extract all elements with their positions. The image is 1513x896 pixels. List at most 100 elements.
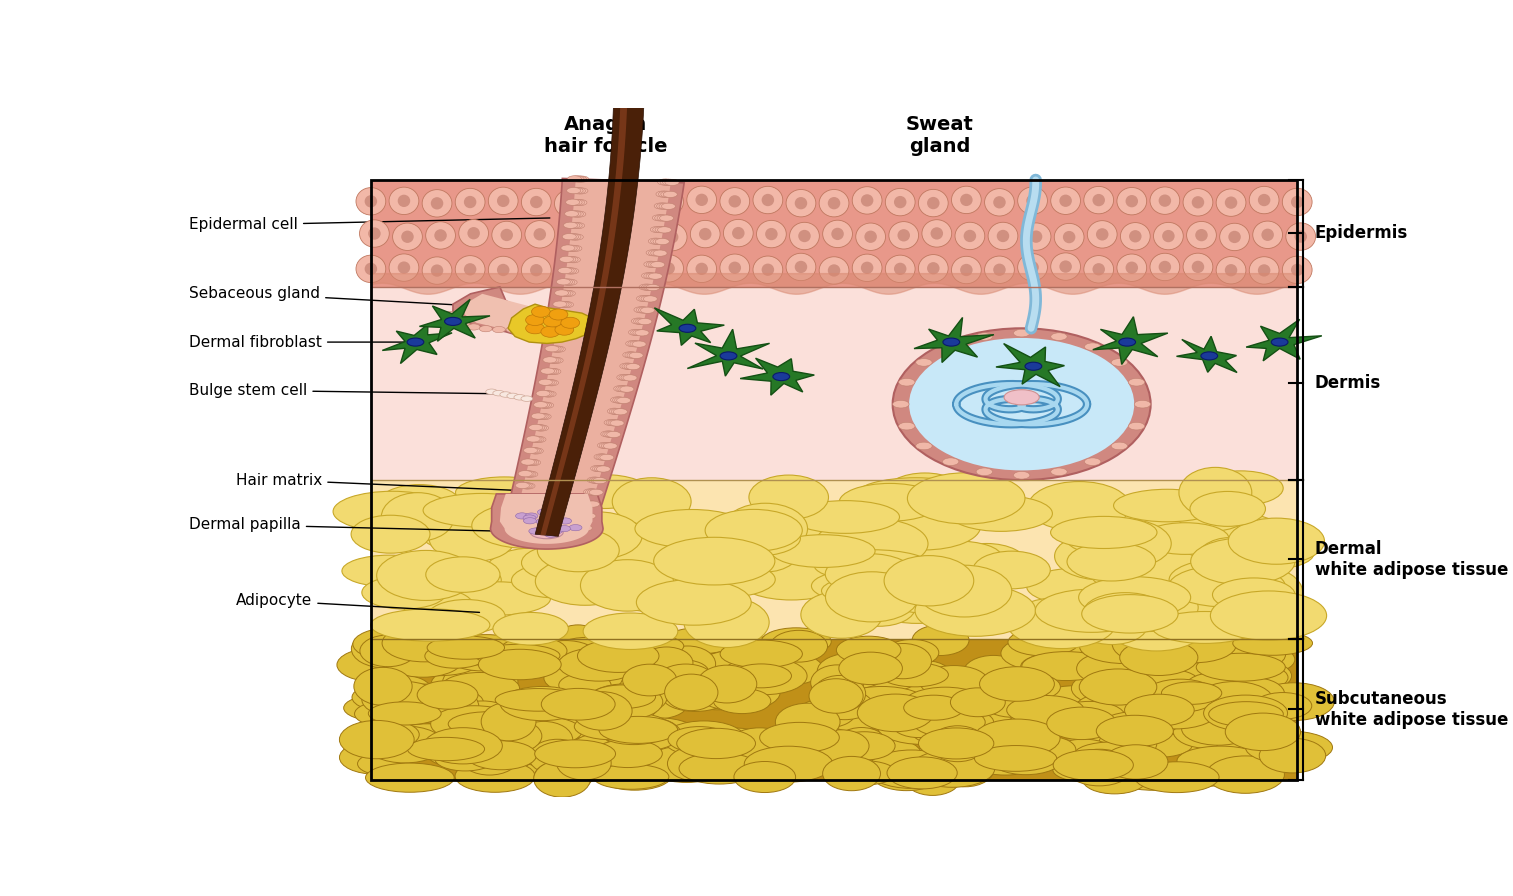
Ellipse shape [445, 638, 519, 671]
Ellipse shape [446, 582, 551, 616]
Ellipse shape [903, 695, 964, 720]
Ellipse shape [587, 255, 617, 283]
Ellipse shape [654, 538, 775, 585]
Ellipse shape [858, 573, 977, 624]
Ellipse shape [761, 263, 775, 276]
Ellipse shape [546, 368, 561, 375]
Ellipse shape [508, 519, 523, 524]
Ellipse shape [843, 590, 915, 626]
Ellipse shape [885, 640, 938, 666]
Ellipse shape [649, 250, 663, 256]
Ellipse shape [1135, 401, 1150, 408]
Ellipse shape [563, 245, 578, 251]
Ellipse shape [610, 420, 623, 426]
Ellipse shape [1050, 187, 1080, 214]
Ellipse shape [660, 646, 716, 682]
Ellipse shape [952, 186, 982, 213]
Ellipse shape [570, 222, 584, 228]
Ellipse shape [558, 673, 611, 697]
Ellipse shape [652, 215, 666, 221]
Ellipse shape [1213, 737, 1266, 771]
Circle shape [525, 323, 545, 334]
Ellipse shape [534, 228, 546, 240]
Ellipse shape [365, 263, 377, 275]
Ellipse shape [579, 501, 595, 507]
Ellipse shape [555, 313, 569, 319]
Ellipse shape [605, 431, 619, 437]
Ellipse shape [663, 682, 729, 711]
Ellipse shape [548, 334, 561, 340]
Ellipse shape [549, 323, 563, 330]
Ellipse shape [1117, 187, 1147, 215]
Text: Epidermal cell: Epidermal cell [189, 218, 549, 232]
Ellipse shape [1111, 442, 1127, 450]
Ellipse shape [339, 741, 412, 774]
Ellipse shape [537, 522, 551, 529]
Ellipse shape [637, 296, 651, 302]
Ellipse shape [1219, 659, 1292, 692]
Ellipse shape [517, 483, 531, 488]
Ellipse shape [856, 223, 885, 251]
Ellipse shape [353, 627, 436, 661]
Ellipse shape [994, 739, 1052, 762]
Ellipse shape [794, 197, 808, 210]
Polygon shape [687, 329, 770, 376]
Ellipse shape [539, 391, 552, 397]
Ellipse shape [809, 679, 862, 713]
Ellipse shape [635, 318, 649, 324]
Ellipse shape [602, 431, 617, 437]
Ellipse shape [377, 485, 461, 525]
Ellipse shape [1162, 720, 1229, 745]
Ellipse shape [371, 685, 448, 708]
Ellipse shape [545, 525, 625, 573]
Ellipse shape [1227, 731, 1298, 758]
Ellipse shape [661, 191, 675, 197]
Polygon shape [508, 304, 598, 343]
Ellipse shape [366, 763, 454, 792]
Ellipse shape [377, 550, 475, 600]
Ellipse shape [1226, 713, 1301, 751]
Ellipse shape [623, 375, 637, 381]
Ellipse shape [401, 230, 413, 243]
Ellipse shape [1118, 338, 1136, 346]
Ellipse shape [1059, 194, 1071, 207]
Ellipse shape [592, 220, 620, 248]
Ellipse shape [578, 525, 592, 531]
Ellipse shape [1271, 338, 1288, 346]
Ellipse shape [431, 264, 443, 277]
Ellipse shape [1120, 640, 1198, 676]
Ellipse shape [909, 711, 977, 745]
Ellipse shape [575, 176, 589, 182]
Ellipse shape [943, 458, 959, 465]
Ellipse shape [452, 701, 513, 729]
Ellipse shape [684, 597, 769, 648]
Ellipse shape [1085, 458, 1101, 465]
Ellipse shape [537, 529, 619, 572]
Ellipse shape [952, 256, 982, 284]
Ellipse shape [702, 682, 778, 704]
Ellipse shape [997, 229, 1009, 242]
Ellipse shape [953, 685, 1008, 714]
Polygon shape [499, 494, 593, 544]
Ellipse shape [902, 661, 953, 699]
Text: Adipocyte: Adipocyte [236, 593, 480, 612]
Ellipse shape [1073, 738, 1157, 770]
Ellipse shape [539, 379, 552, 385]
Ellipse shape [596, 466, 610, 472]
Ellipse shape [545, 368, 558, 375]
Ellipse shape [496, 194, 510, 207]
Ellipse shape [536, 641, 595, 666]
Ellipse shape [513, 506, 528, 513]
Ellipse shape [1027, 568, 1127, 605]
Polygon shape [464, 294, 573, 337]
Ellipse shape [375, 635, 446, 674]
Ellipse shape [658, 179, 672, 185]
Ellipse shape [646, 262, 660, 268]
Ellipse shape [1179, 468, 1251, 518]
Ellipse shape [457, 692, 510, 728]
Ellipse shape [545, 531, 558, 538]
Ellipse shape [663, 195, 675, 208]
Text: Anagen
hair follicle: Anagen hair follicle [543, 115, 667, 156]
Ellipse shape [563, 197, 575, 210]
Ellipse shape [527, 460, 540, 466]
